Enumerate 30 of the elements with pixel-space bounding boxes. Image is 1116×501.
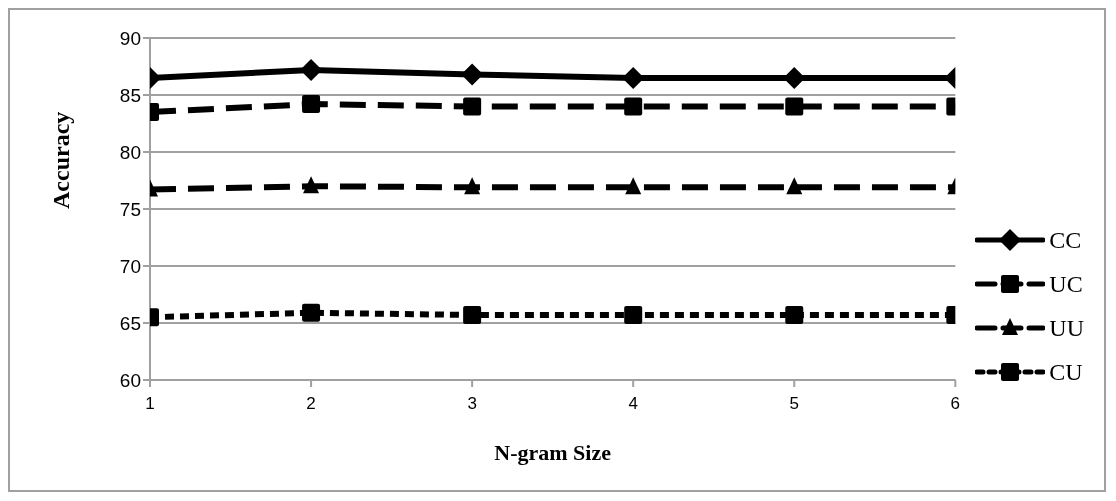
y-tick-label: 90 [119, 27, 141, 49]
point [300, 58, 323, 81]
x-tick-label: 3 [467, 394, 477, 414]
point [624, 306, 643, 325]
legend-label: UC [1049, 270, 1083, 298]
y-tick-label: 60 [119, 369, 141, 391]
y-tick-label: 65 [119, 312, 141, 334]
y-tick-label: 70 [119, 255, 141, 277]
point [461, 63, 484, 86]
point [624, 97, 643, 116]
x-tick-label: 4 [628, 394, 638, 414]
point [625, 177, 642, 195]
y-tick-label: 75 [119, 198, 141, 220]
x-tick-label: 5 [789, 394, 799, 414]
point [303, 176, 320, 194]
y-tick-label: 80 [119, 141, 141, 163]
x-axis-title: N-gram Size [494, 440, 612, 465]
legend-label: CU [1049, 358, 1083, 386]
point [463, 97, 482, 116]
x-tick-label: 6 [950, 394, 961, 414]
y-axis-title: Accuracy [47, 111, 74, 209]
legend-label: CC [1049, 226, 1082, 254]
point [302, 95, 321, 114]
point [463, 306, 482, 325]
x-tick-label: 2 [306, 394, 316, 414]
x-tick-label: 1 [145, 394, 155, 414]
point [464, 177, 481, 195]
y-tick-label: 85 [119, 84, 141, 106]
point [302, 303, 321, 322]
legend-label: UU [1049, 314, 1084, 342]
